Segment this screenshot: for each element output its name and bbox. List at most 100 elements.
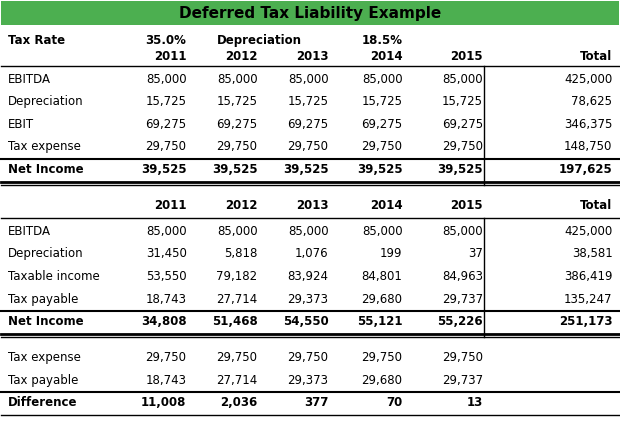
Text: 29,737: 29,737	[441, 293, 483, 306]
Text: EBIT: EBIT	[7, 118, 33, 131]
Text: 85,000: 85,000	[146, 225, 187, 238]
Text: 29,750: 29,750	[361, 140, 402, 153]
Text: 27,714: 27,714	[216, 374, 257, 387]
Text: 38,581: 38,581	[572, 248, 613, 260]
Text: 251,173: 251,173	[559, 315, 613, 328]
Text: Difference: Difference	[7, 396, 77, 409]
Text: 31,450: 31,450	[146, 248, 187, 260]
Text: 18.5%: 18.5%	[361, 34, 402, 47]
Text: Tax expense: Tax expense	[7, 140, 81, 153]
Text: 39,525: 39,525	[357, 163, 402, 176]
Text: 78,625: 78,625	[572, 95, 613, 109]
Text: 15,725: 15,725	[288, 95, 329, 109]
Text: 69,275: 69,275	[216, 118, 257, 131]
Text: 84,801: 84,801	[361, 270, 402, 283]
Text: 2015: 2015	[450, 199, 483, 212]
Text: 29,750: 29,750	[216, 140, 257, 153]
Text: 199: 199	[380, 248, 402, 260]
Text: 18,743: 18,743	[146, 374, 187, 387]
Text: 35.0%: 35.0%	[146, 34, 187, 47]
Text: Tax Rate: Tax Rate	[7, 34, 64, 47]
Text: 29,750: 29,750	[216, 351, 257, 364]
Text: 15,725: 15,725	[216, 95, 257, 109]
Text: 5,818: 5,818	[224, 248, 257, 260]
Text: 85,000: 85,000	[442, 225, 483, 238]
Text: 85,000: 85,000	[288, 225, 329, 238]
Text: 2012: 2012	[225, 50, 257, 63]
Text: 54,550: 54,550	[283, 315, 329, 328]
Text: 148,750: 148,750	[564, 140, 613, 153]
Text: 1,076: 1,076	[295, 248, 329, 260]
Text: 11,008: 11,008	[141, 396, 187, 409]
Text: 425,000: 425,000	[564, 73, 613, 86]
Text: 29,737: 29,737	[441, 374, 483, 387]
Text: 2011: 2011	[154, 199, 187, 212]
Text: 85,000: 85,000	[217, 73, 257, 86]
Text: 34,808: 34,808	[141, 315, 187, 328]
Text: 85,000: 85,000	[217, 225, 257, 238]
Text: 55,121: 55,121	[357, 315, 402, 328]
FancyBboxPatch shape	[1, 1, 619, 25]
Text: 29,680: 29,680	[361, 374, 402, 387]
Text: 29,373: 29,373	[288, 374, 329, 387]
Text: EBITDA: EBITDA	[7, 73, 51, 86]
Text: 85,000: 85,000	[362, 73, 402, 86]
Text: 51,468: 51,468	[212, 315, 257, 328]
Text: 37: 37	[468, 248, 483, 260]
Text: 13: 13	[467, 396, 483, 409]
Text: 29,750: 29,750	[442, 351, 483, 364]
Text: 2012: 2012	[225, 199, 257, 212]
Text: 29,373: 29,373	[288, 293, 329, 306]
Text: 2014: 2014	[370, 199, 402, 212]
Text: 197,625: 197,625	[559, 163, 613, 176]
Text: 29,750: 29,750	[361, 351, 402, 364]
Text: 2011: 2011	[154, 50, 187, 63]
Text: 53,550: 53,550	[146, 270, 187, 283]
Text: 27,714: 27,714	[216, 293, 257, 306]
Text: 39,525: 39,525	[212, 163, 257, 176]
Text: 29,750: 29,750	[442, 140, 483, 153]
Text: 18,743: 18,743	[146, 293, 187, 306]
Text: Net Income: Net Income	[7, 163, 83, 176]
Text: Tax payable: Tax payable	[7, 374, 78, 387]
Text: 29,750: 29,750	[288, 140, 329, 153]
Text: 377: 377	[304, 396, 329, 409]
Text: 15,725: 15,725	[146, 95, 187, 109]
Text: 85,000: 85,000	[146, 73, 187, 86]
Text: 386,419: 386,419	[564, 270, 613, 283]
Text: Total: Total	[580, 50, 613, 63]
Text: Tax expense: Tax expense	[7, 351, 81, 364]
Text: 70: 70	[386, 396, 402, 409]
Text: 85,000: 85,000	[288, 73, 329, 86]
Text: 69,275: 69,275	[361, 118, 402, 131]
Text: 2,036: 2,036	[220, 396, 257, 409]
Text: 29,680: 29,680	[361, 293, 402, 306]
Text: Taxable income: Taxable income	[7, 270, 99, 283]
Text: 84,963: 84,963	[442, 270, 483, 283]
Text: 15,725: 15,725	[361, 95, 402, 109]
Text: 29,750: 29,750	[146, 351, 187, 364]
Text: 2015: 2015	[450, 50, 483, 63]
Text: Depreciation: Depreciation	[7, 248, 83, 260]
Text: 69,275: 69,275	[146, 118, 187, 131]
Text: Tax payable: Tax payable	[7, 293, 78, 306]
Text: 425,000: 425,000	[564, 225, 613, 238]
Text: 69,275: 69,275	[441, 118, 483, 131]
Text: 15,725: 15,725	[442, 95, 483, 109]
Text: 79,182: 79,182	[216, 270, 257, 283]
Text: 135,247: 135,247	[564, 293, 613, 306]
Text: 29,750: 29,750	[288, 351, 329, 364]
Text: 2013: 2013	[296, 50, 329, 63]
Text: Depreciation: Depreciation	[7, 95, 83, 109]
Text: EBITDA: EBITDA	[7, 225, 51, 238]
Text: 85,000: 85,000	[442, 73, 483, 86]
Text: 69,275: 69,275	[288, 118, 329, 131]
Text: Deferred Tax Liability Example: Deferred Tax Liability Example	[179, 6, 441, 21]
Text: 39,525: 39,525	[141, 163, 187, 176]
Text: Depreciation: Depreciation	[216, 34, 301, 47]
Text: 29,750: 29,750	[146, 140, 187, 153]
Text: 2014: 2014	[370, 50, 402, 63]
Text: 39,525: 39,525	[283, 163, 329, 176]
Text: Net Income: Net Income	[7, 315, 83, 328]
Text: 83,924: 83,924	[288, 270, 329, 283]
